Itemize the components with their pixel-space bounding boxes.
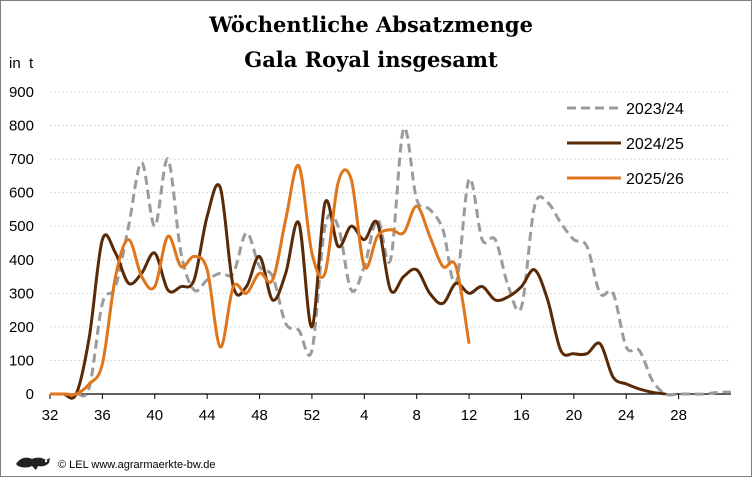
- series-line-2023-24: [50, 126, 732, 398]
- y-tick-label: 0: [26, 386, 34, 403]
- y-tick-label: 800: [9, 118, 34, 135]
- y-tick-label: 200: [9, 319, 34, 336]
- x-tick-label: 48: [251, 407, 268, 424]
- x-tick-label: 36: [94, 407, 111, 424]
- y-tick-label: 600: [9, 185, 34, 202]
- footer: © LEL www.agrarmaerkte-bw.de: [16, 457, 216, 471]
- y-tick-label: 100: [9, 352, 34, 369]
- x-tick-label: 28: [670, 407, 687, 424]
- y-tick-labels: 0 100 200 300 400 500 600 700 800 900: [9, 84, 34, 403]
- legend-label: 2025/26: [626, 171, 684, 188]
- x-tick-label: 40: [146, 407, 163, 424]
- y-tick-label: 900: [9, 84, 34, 101]
- chart-title: Wöchentliche Absatzmenge: [208, 12, 533, 37]
- x-tick-label: 24: [618, 407, 635, 424]
- x-tick-label: 8: [413, 407, 421, 424]
- series-line-2024-25: [50, 183, 666, 400]
- x-tick-label: 20: [566, 407, 583, 424]
- x-tick-label: 32: [42, 407, 59, 424]
- y-tick-label: 400: [9, 252, 34, 269]
- y-tick-label: 500: [9, 218, 34, 235]
- y-tick-label: 300: [9, 285, 34, 302]
- footer-credit: © LEL www.agrarmaerkte-bw.de: [58, 459, 216, 471]
- x-tick-label: 12: [461, 407, 478, 424]
- x-tick-labels: 32 36 40 44 48 52 4 8 12 16 20 24 28: [42, 394, 687, 424]
- legend: 2023/24 2024/25 2025/26: [567, 101, 684, 188]
- chart-subtitle: Gala Royal insgesamt: [244, 47, 498, 72]
- legend-label: 2023/24: [626, 101, 684, 118]
- x-tick-label: 4: [360, 407, 368, 424]
- data-series: [50, 126, 732, 400]
- x-tick-label: 16: [513, 407, 530, 424]
- y-axis-unit: in t: [9, 55, 34, 72]
- y-tick-label: 700: [9, 151, 34, 168]
- lion-logo-icon: [16, 457, 50, 470]
- series-line-2025-26: [50, 164, 471, 397]
- x-tick-label: 44: [199, 407, 216, 424]
- legend-label: 2024/25: [626, 136, 684, 153]
- x-tick-label: 52: [304, 407, 321, 424]
